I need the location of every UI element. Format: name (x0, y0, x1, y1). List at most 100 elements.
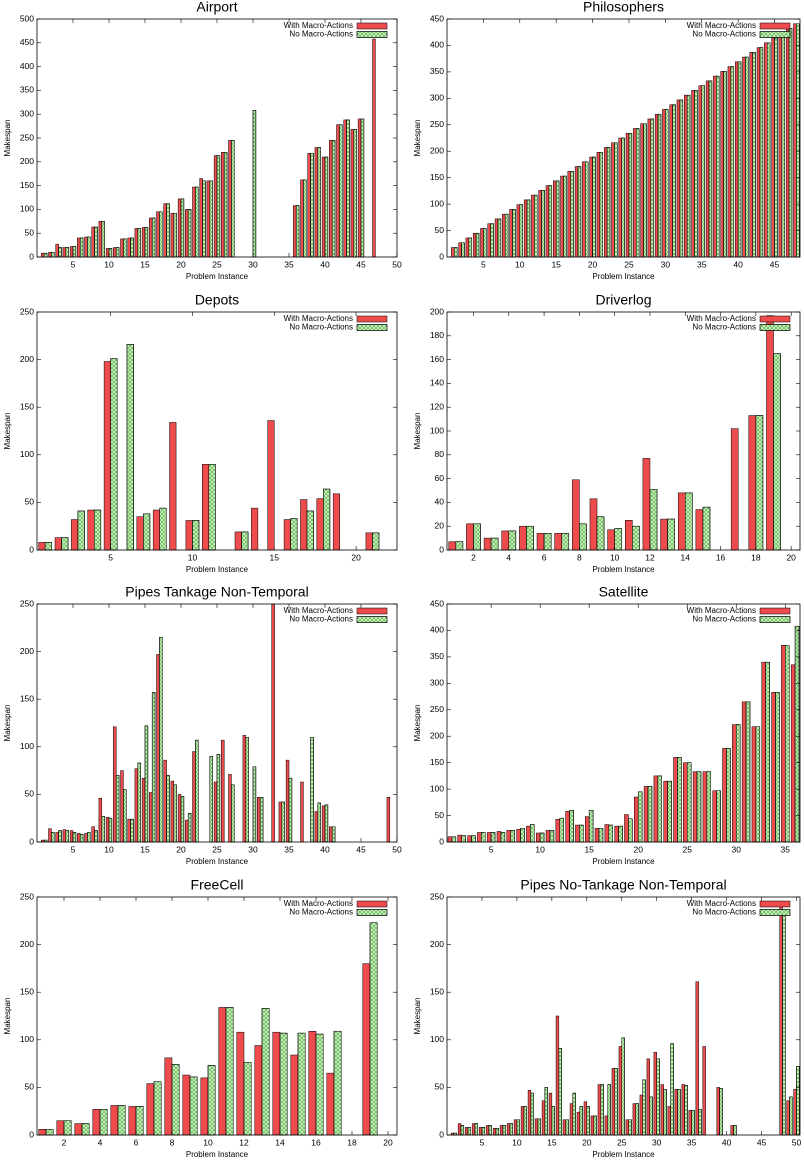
bar-hatch (333, 1030, 342, 1136)
bar-hatch (558, 1048, 562, 1136)
x-tick-label: 14 (681, 552, 691, 562)
bar (329, 826, 333, 843)
y-tick-label: 200 (430, 939, 444, 949)
bar (667, 1106, 671, 1136)
bar (516, 204, 521, 258)
x-tick-label: 2 (62, 1137, 67, 1147)
bar-hatch (209, 180, 213, 258)
y-tick-label: 100 (430, 425, 444, 435)
x-tick-label: 45 (356, 259, 366, 269)
bar (487, 223, 491, 258)
bar (727, 66, 732, 258)
bar (192, 751, 196, 843)
bar (501, 530, 510, 551)
bar (38, 542, 46, 551)
bar (91, 826, 95, 843)
bar (582, 161, 586, 258)
bar (141, 227, 146, 258)
bar-hatch (730, 66, 735, 258)
bar-hatch (173, 212, 177, 258)
y-axis-label: Makespan (413, 120, 422, 157)
bar (451, 247, 455, 258)
y-axis-label: Makespan (3, 998, 12, 1035)
bar (695, 509, 704, 551)
x-axis-label: Problem Instance (592, 565, 655, 574)
bar (576, 1111, 581, 1136)
bar (560, 175, 564, 258)
bar (625, 520, 633, 551)
bar-hatch (72, 832, 77, 843)
panel: FreeCell Problem Instance Makespan 0 50 100 15… (3, 877, 398, 1159)
bar-hatch (108, 817, 113, 843)
bar (234, 531, 242, 551)
y-tick-label: 400 (430, 40, 444, 50)
bar-hatch (115, 775, 120, 843)
bar (778, 33, 783, 258)
bar-hatch (58, 830, 62, 843)
bar (583, 1101, 588, 1136)
y-axis-label: Makespan (3, 120, 12, 157)
bar (127, 237, 131, 258)
bar-hatch (667, 518, 675, 551)
bar-hatch (117, 1105, 126, 1136)
bar (185, 209, 189, 258)
bar (688, 1109, 692, 1136)
bar (634, 796, 639, 843)
bar (120, 770, 124, 843)
plot-area (38, 922, 378, 1136)
bar-hatch (488, 1125, 492, 1136)
bar-hatch (303, 179, 307, 258)
bar-hatch (159, 211, 163, 258)
bar-hatch (539, 832, 545, 843)
bar (251, 507, 259, 551)
legend-label: No Macro-Actions (289, 908, 353, 917)
chart-title: Pipes Tankage Non-Temporal (125, 584, 308, 600)
bar-hatch (785, 645, 790, 843)
bar (91, 226, 95, 258)
bar-hatch (483, 228, 487, 258)
bar (185, 819, 189, 843)
y-tick-label: 200 (20, 156, 34, 166)
bar (722, 748, 727, 843)
legend-swatch (356, 315, 388, 323)
x-tick-label: 15 (547, 1137, 557, 1147)
bar (499, 1125, 504, 1136)
legend-swatch (356, 607, 388, 615)
bar-hatch (672, 104, 676, 258)
bar (218, 1007, 227, 1136)
bar-hatch (632, 525, 640, 551)
panel: Pipes No-Tankage Non-Temporal Problem Ins… (413, 877, 801, 1159)
x-tick-label: 6 (542, 552, 547, 562)
bar-hatch (773, 353, 781, 551)
x-tick-label: 10 (515, 259, 525, 269)
y-tick-label: 300 (430, 93, 444, 103)
plot-area (450, 903, 800, 1136)
bar-hatch (324, 156, 329, 258)
bar (713, 75, 717, 258)
bar (734, 61, 739, 258)
bar (764, 42, 768, 258)
bar-hatch (159, 637, 163, 843)
legend-label: No Macro-Actions (692, 323, 756, 332)
bar-hatch (628, 818, 633, 843)
bar-hatch (306, 510, 314, 551)
bar-hatch (628, 1119, 632, 1136)
bar-hatch (608, 824, 613, 843)
bar-hatch (796, 1066, 800, 1136)
bar (596, 152, 601, 258)
bar-hatch (81, 1123, 90, 1136)
bar-hatch (789, 1096, 793, 1136)
bar-hatch (774, 37, 778, 258)
bar-hatch (110, 358, 118, 551)
y-tick-label: 0 (439, 1129, 444, 1139)
bar (681, 1084, 685, 1136)
bar (565, 811, 570, 843)
bar (633, 128, 637, 258)
x-tick-label: 5 (480, 1137, 485, 1147)
bar (632, 1103, 636, 1136)
bar-hatch (65, 247, 69, 258)
bar (447, 836, 453, 843)
y-tick-label: 80 (435, 449, 445, 459)
bar (625, 132, 630, 258)
x-tick-label: 12 (239, 1137, 249, 1147)
